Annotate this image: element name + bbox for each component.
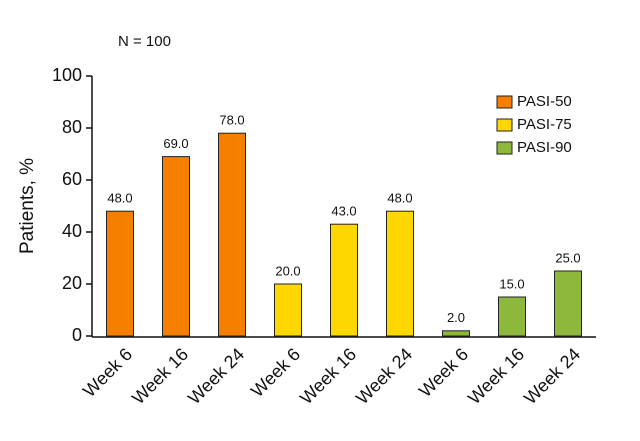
legend-label: PASI-75: [517, 116, 572, 133]
x-tick-label: Week 24: [520, 344, 584, 408]
y-tick-label: 0: [72, 325, 82, 345]
y-tick-label: 60: [62, 169, 82, 189]
value-label: 2.0: [447, 310, 465, 325]
bar: [442, 330, 470, 337]
bar: [162, 156, 190, 337]
value-label: 25.0: [555, 250, 580, 265]
x-tick-label: Week 24: [352, 344, 416, 408]
bar: [106, 210, 134, 337]
x-tick-label: Week 6: [247, 344, 304, 401]
y-tick-label: 20: [62, 273, 82, 293]
value-label: 69.0: [163, 136, 188, 151]
x-tick-label: Week 16: [128, 344, 192, 408]
legend-label: PASI-50: [517, 93, 572, 110]
legend-swatch: [496, 95, 513, 109]
value-label: 15.0: [499, 276, 524, 291]
bar: [386, 210, 414, 337]
legend-swatch: [496, 141, 513, 155]
value-label: 48.0: [387, 191, 412, 206]
y-tick-label: 40: [62, 221, 82, 241]
x-tick-label: Week 24: [184, 344, 248, 408]
bar: [330, 223, 358, 337]
annotation: N = 100: [118, 33, 171, 50]
x-tick-label: Week 16: [296, 344, 360, 408]
y-tick-label: 80: [62, 117, 82, 137]
x-tick-label: Week 6: [415, 344, 472, 401]
legend-label: PASI-90: [517, 139, 572, 156]
value-label: 20.0: [275, 263, 300, 278]
bar: [274, 283, 302, 337]
value-label: 48.0: [107, 191, 132, 206]
bar: [498, 296, 526, 337]
bar: [554, 270, 582, 337]
bar: [218, 132, 246, 337]
value-label: 43.0: [331, 204, 356, 219]
y-axis-label: Patients, %: [17, 158, 38, 254]
y-tick-label: 100: [52, 65, 82, 85]
x-tick-label: Week 16: [464, 344, 528, 408]
x-tick-label: Week 6: [79, 344, 136, 401]
value-label: 78.0: [219, 113, 244, 128]
legend-swatch: [496, 118, 513, 132]
